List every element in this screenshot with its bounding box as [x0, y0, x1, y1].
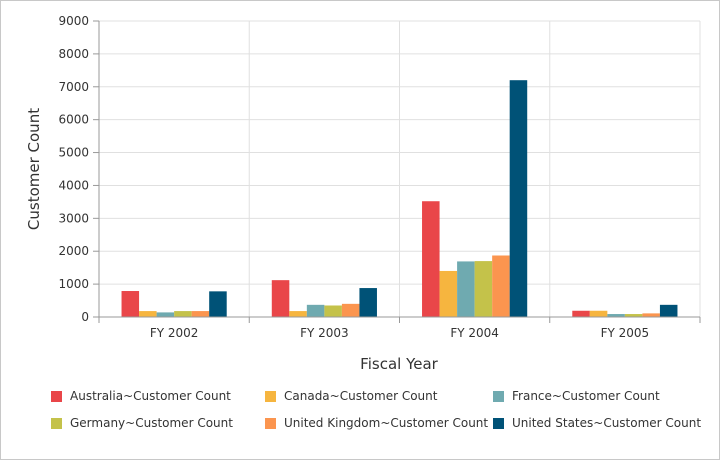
- legend-item-canada[interactable]: Canada~Customer Count: [265, 389, 437, 403]
- y-axis-ticks: 0 1000 2000 3000 4000 5000 6000 7000 8000 9000: [58, 14, 99, 324]
- y-tick-label: 5000: [58, 146, 89, 160]
- y-tick-label: 0: [81, 310, 89, 324]
- legend-item-germany[interactable]: Germany~Customer Count: [51, 416, 233, 430]
- y-tick-label: 3000: [58, 211, 89, 225]
- bar-france-fy-2005[interactable]: [607, 314, 625, 317]
- x-tick-label: FY 2004: [450, 326, 499, 340]
- x-axis-title: Fiscal Year: [360, 355, 438, 373]
- legend-item-united-states[interactable]: United States~Customer Count: [493, 416, 701, 430]
- bar-australia-fy-2005[interactable]: [572, 310, 590, 317]
- bar-canada-fy-2003[interactable]: [289, 311, 307, 317]
- legend-label: Canada~Customer Count: [284, 389, 438, 403]
- gridlines: [99, 20, 701, 317]
- legend-swatch: [265, 390, 276, 402]
- y-axis-title: Customer Count: [25, 108, 43, 230]
- bar-chart: 0 1000 2000 3000 4000 5000 6000 7000 8000 9000 FY…: [25, 14, 701, 373]
- legend-swatch: [51, 417, 62, 429]
- legend-item-france[interactable]: France~Customer Count: [493, 389, 660, 403]
- bar-canada-fy-2004[interactable]: [439, 270, 458, 317]
- y-tick-label: 7000: [58, 80, 89, 94]
- bar-germany-fy-2005[interactable]: [624, 314, 643, 317]
- y-tick-label: 8000: [58, 47, 89, 61]
- bar-united-states-fy-2003[interactable]: [359, 288, 377, 317]
- bar-france-fy-2003[interactable]: [306, 304, 325, 317]
- bar-united-kingdom-fy-2002[interactable]: [191, 311, 210, 317]
- bar-united-states-fy-2004[interactable]: [509, 80, 528, 317]
- y-tick-label: 9000: [58, 14, 89, 28]
- y-tick-label: 6000: [58, 113, 89, 127]
- bar-france-fy-2004[interactable]: [457, 261, 475, 317]
- x-tick-label: FY 2005: [601, 326, 650, 340]
- legend-swatch: [265, 417, 276, 429]
- y-tick-label: 4000: [58, 178, 89, 192]
- y-tick-label: 1000: [58, 277, 89, 291]
- legend-swatch: [493, 417, 504, 429]
- x-tick-label: FY 2002: [150, 326, 199, 340]
- bar-france-fy-2002[interactable]: [156, 312, 175, 317]
- bar-united-states-fy-2002[interactable]: [209, 291, 227, 317]
- legend-label: United States~Customer Count: [512, 416, 702, 430]
- bar-germany-fy-2003[interactable]: [324, 305, 342, 317]
- bar-united-kingdom-fy-2003[interactable]: [341, 303, 360, 317]
- x-tick-label: FY 2003: [300, 326, 349, 340]
- bar-united-kingdom-fy-2004[interactable]: [492, 255, 510, 317]
- bar-united-states-fy-2005[interactable]: [659, 304, 678, 317]
- bar-canada-fy-2002[interactable]: [139, 311, 157, 317]
- legend-item-united-kingdom[interactable]: United Kingdom~Customer Count: [265, 416, 488, 430]
- legend-item-australia[interactable]: Australia~Customer Count: [51, 389, 231, 403]
- bar-united-kingdom-fy-2005[interactable]: [642, 313, 660, 317]
- legend-label: Germany~Customer Count: [70, 416, 233, 430]
- legend-label: Australia~Customer Count: [70, 389, 231, 403]
- bar-canada-fy-2005[interactable]: [589, 310, 608, 317]
- bar-australia-fy-2004[interactable]: [422, 201, 440, 317]
- bar-australia-fy-2002[interactable]: [121, 291, 140, 317]
- bar-germany-fy-2004[interactable]: [474, 261, 493, 317]
- legend-label: France~Customer Count: [512, 389, 660, 403]
- bar-germany-fy-2002[interactable]: [174, 311, 192, 317]
- bars: [121, 80, 678, 317]
- bar-australia-fy-2003[interactable]: [271, 280, 290, 317]
- legend-swatch: [493, 390, 504, 402]
- legend-swatch: [51, 390, 62, 402]
- legend-label: United Kingdom~Customer Count: [284, 416, 489, 430]
- x-axis-ticks: FY 2002 FY 2003 FY 2004 FY 2005: [98, 317, 701, 340]
- y-tick-label: 2000: [58, 244, 89, 258]
